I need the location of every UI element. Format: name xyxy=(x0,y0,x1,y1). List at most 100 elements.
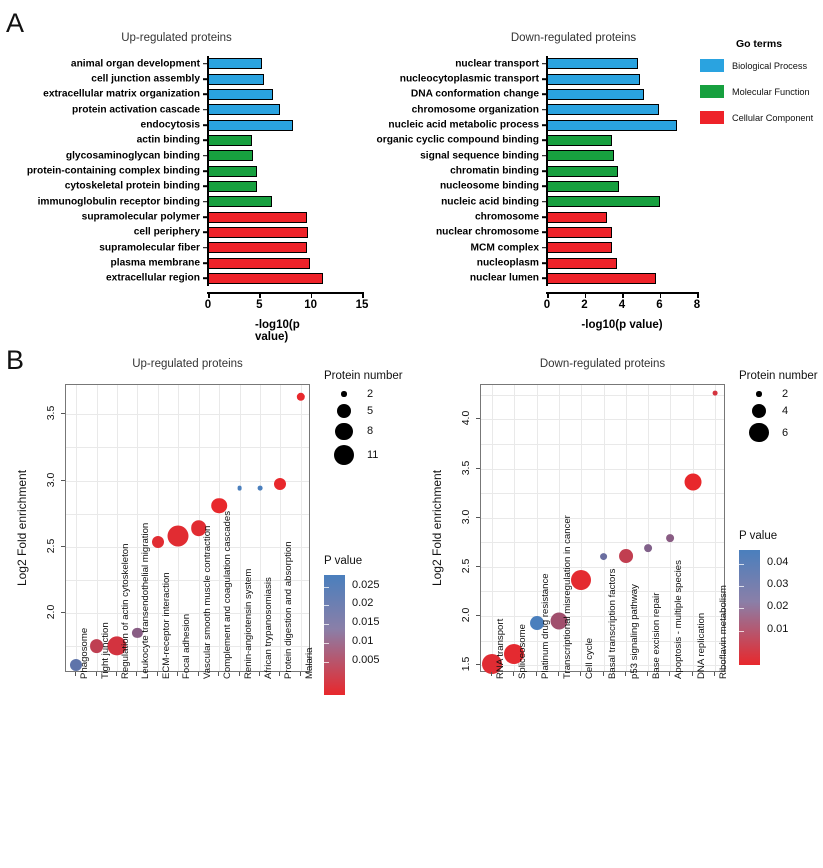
bubble-point xyxy=(599,552,608,561)
y-axis-line xyxy=(207,56,209,286)
chart-title: Up-regulated proteins xyxy=(132,358,243,370)
x-axis-tick xyxy=(197,672,199,676)
x-axis-tick xyxy=(713,672,715,676)
bar-row: protein activation cascade xyxy=(0,104,345,116)
bar-row: nucleosome binding xyxy=(400,180,745,192)
color-legend-tick xyxy=(739,630,744,632)
x-axis-tick-label: Apoptosis - multiple species xyxy=(673,560,685,679)
y-axis-tick-label: 2.0 xyxy=(45,604,57,620)
y-axis-tick xyxy=(476,664,480,666)
x-axis-tick xyxy=(647,672,649,676)
x-axis-title: -log10(p value) xyxy=(581,319,663,331)
x-axis-tick xyxy=(697,292,699,298)
bar-axis-tick xyxy=(542,231,547,234)
y-axis-title: Log2 Fold enrichment xyxy=(15,469,29,587)
x-axis-tick-label: Platinum drug resistance xyxy=(539,573,551,679)
bar xyxy=(547,272,656,284)
gridline-vertical xyxy=(536,385,538,671)
molecular-function-swatch xyxy=(700,85,724,98)
gridline-horizontal xyxy=(66,613,309,615)
x-axis-tick xyxy=(208,292,210,298)
bar-category-label: nuclear chromosome xyxy=(435,226,539,238)
go-up-barchart: Up-regulated proteins animal organ develo… xyxy=(0,32,369,343)
bar-axis-tick xyxy=(203,62,208,65)
gridline-vertical xyxy=(219,385,221,671)
go-legend-item-cellular-component: Cellular Component xyxy=(700,111,818,124)
y-axis-tick xyxy=(476,418,480,420)
bubble-point xyxy=(529,616,544,631)
size-legend-item: 11 xyxy=(324,443,403,467)
x-axis-tick xyxy=(238,672,240,676)
bar xyxy=(547,226,612,238)
x-axis-tick xyxy=(279,672,281,676)
bar xyxy=(208,211,307,223)
color-legend-tick xyxy=(739,563,744,565)
x-axis-tick-label: Cell cycle xyxy=(584,637,596,679)
y-axis-tick-label: 3.5 xyxy=(45,405,57,421)
bar-row: nucleocytoplasmic transport xyxy=(400,73,745,85)
size-legend-dot xyxy=(341,391,347,397)
chart-title: Down-regulated proteins xyxy=(539,358,666,370)
x-axis-tick xyxy=(557,672,559,676)
bar-row: cell junction assembly xyxy=(0,73,345,85)
panel-letter-b: B xyxy=(6,345,25,375)
bar-category-label: nucleoplasm xyxy=(476,257,539,269)
color-legend-tick xyxy=(739,608,744,610)
size-legend-dot xyxy=(749,423,769,443)
gridline-horizontal xyxy=(481,493,724,495)
x-axis-tick-label: 5 xyxy=(256,299,263,311)
bar-row: nucleic acid binding xyxy=(400,196,745,208)
go-legend-item-biological-process: Biological Process xyxy=(700,59,818,72)
x-axis-tick xyxy=(659,292,662,298)
bar xyxy=(547,211,607,223)
bubble-point xyxy=(618,549,633,563)
gridline-vertical xyxy=(714,385,716,671)
y-axis-title: Log2 Fold enrichment xyxy=(430,469,444,587)
color-legend-title: P value xyxy=(324,555,363,567)
x-axis-tick xyxy=(691,672,693,676)
gridline-horizontal xyxy=(481,468,724,470)
x-axis-tick xyxy=(547,292,549,298)
bar xyxy=(208,196,273,208)
bubble-point xyxy=(211,497,227,514)
bar-row: cell periphery xyxy=(0,226,345,238)
bar-row: nuclear transport xyxy=(400,58,745,70)
gridline-horizontal xyxy=(481,419,724,421)
y-axis-tick-label: 3.0 xyxy=(460,509,472,524)
x-axis-tick-label: Riboflavin metabolism xyxy=(717,585,729,679)
bar-row: signal sequence binding xyxy=(400,150,745,162)
bubble-point xyxy=(132,627,143,638)
size-legend-item: 8 xyxy=(324,421,403,441)
bar-axis-tick xyxy=(203,231,208,234)
kegg-down-bubblechart: Down-regulated proteins RNA transport Spli… xyxy=(430,358,823,863)
x-axis-tick xyxy=(580,672,582,676)
color-legend: P value 0.04 0.03 0.02 0.01 xyxy=(739,530,823,675)
bar-category-label: organic cyclic compound binding xyxy=(376,134,539,146)
gridline-vertical xyxy=(76,385,78,671)
bar-category-label: supramolecular polymer xyxy=(81,211,200,223)
x-axis-tick xyxy=(259,292,261,298)
bar-category-label: chromosome organization xyxy=(411,104,539,116)
bubble-point xyxy=(666,533,675,542)
go-legend-label: Cellular Component xyxy=(732,112,814,123)
y-axis-tick-label: 2.0 xyxy=(460,607,472,623)
bar xyxy=(547,119,678,131)
bar xyxy=(208,226,309,238)
x-axis-tick-label: Malaria xyxy=(303,647,315,679)
y-axis-tick xyxy=(476,516,480,518)
x-axis-tick-label: Complement and coagulation cascades xyxy=(222,511,234,679)
gridline-horizontal xyxy=(481,591,724,593)
bubble-legend: Protein number 2 5 8 11 xyxy=(324,370,403,469)
color-legend-tick xyxy=(324,642,329,644)
bubble-point xyxy=(296,392,305,402)
bar xyxy=(208,257,311,269)
bar-category-label: nucleic acid metabolic process xyxy=(388,119,539,131)
bar-axis-tick xyxy=(542,200,547,203)
bar-row: nuclear lumen xyxy=(400,272,745,284)
bar xyxy=(547,134,612,146)
bar-row: organic cyclic compound binding xyxy=(377,134,745,146)
x-axis-tick xyxy=(584,292,587,298)
y-axis-tick xyxy=(61,612,65,614)
gridline-horizontal xyxy=(66,447,309,449)
color-legend-tick-label: 0.005 xyxy=(352,653,380,666)
